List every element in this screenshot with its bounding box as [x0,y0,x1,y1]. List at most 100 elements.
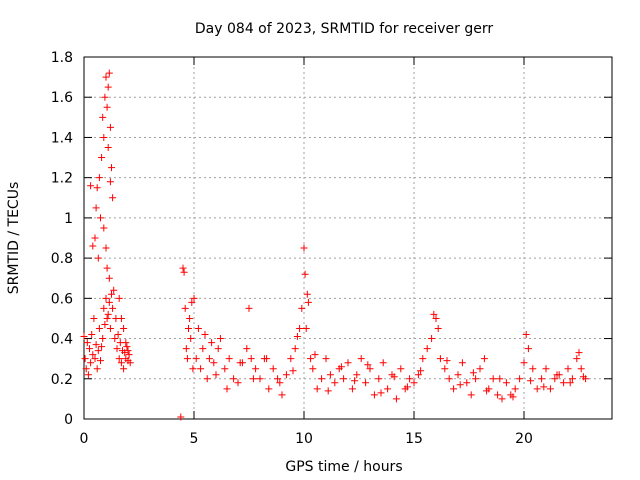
data-point [92,204,100,212]
data-point [104,83,112,91]
data-point [494,391,502,399]
data-point [252,365,260,373]
data-point [467,391,475,399]
data-point [106,325,114,332]
data-point [94,347,102,355]
data-point [307,355,315,363]
data-point [276,379,284,387]
data-point [91,234,99,242]
data-point [337,363,345,371]
data-point [101,93,109,101]
data-point [483,387,491,395]
data-point [199,345,207,353]
data-point [90,314,98,322]
y-tick-label: 0.4 [51,332,73,348]
data-point [509,393,517,401]
data-point [84,371,92,379]
data-point [83,339,91,347]
data-point [553,371,561,379]
data-point [103,103,111,111]
data-point [109,194,117,202]
data-point [397,365,405,373]
data-point [575,349,583,357]
grid-lines [84,57,612,419]
data-point [214,345,222,353]
data-point [293,333,301,341]
y-tick-label: 0.6 [51,291,73,307]
data-point [117,314,125,322]
data-point [100,304,108,312]
data-point [87,359,95,367]
data-point [566,379,574,387]
data-point [103,264,111,272]
data-point [263,355,271,363]
data-point [309,365,317,373]
data-point [102,294,110,302]
data-point [99,335,107,343]
data-point [489,375,497,383]
data-point [126,359,134,367]
data-point [179,264,187,272]
data-point [377,389,385,397]
data-point [511,385,519,393]
data-point [92,341,100,349]
data-point [95,325,103,332]
data-point [197,365,205,373]
data-point [247,355,255,363]
data-point [100,224,108,232]
data-point [105,274,113,282]
data-point [529,365,537,373]
data-point [93,365,101,373]
data-point [188,298,196,306]
data-point [82,365,90,373]
data-point [301,270,309,278]
data-point [542,365,550,373]
data-point [230,375,238,383]
chart-title: Day 084 of 2023, SRMTID for receiver ger… [195,21,493,37]
data-point [109,304,117,312]
data-point [403,383,411,391]
x-tick-label: 0 [80,431,89,447]
data-point [104,144,112,151]
x-tick-label: 10 [295,431,313,447]
data-point [225,355,233,363]
data-point [236,359,244,367]
data-point [205,355,213,363]
data-point [414,371,422,379]
data-point [463,379,471,387]
y-tick-label: 0.2 [51,372,73,388]
x-tick-label: 20 [515,431,533,447]
data-point [189,365,197,373]
data-point [524,345,532,353]
data-point [101,320,109,328]
data-point [348,385,356,393]
data-point [249,375,257,383]
data-point [340,375,348,383]
data-point [186,314,194,322]
data-point [432,314,440,322]
data-point [89,351,97,359]
data-point [282,371,290,379]
data-point [527,377,535,385]
data-point [183,355,191,363]
data-point [410,379,418,387]
data-point [436,355,444,363]
data-point [302,325,310,332]
y-tick-label: 1 [64,211,73,227]
data-point [113,345,121,353]
data-point [194,325,202,332]
tick-labels: 0 0.2 0.4 0.6 0.8 1 1.2 1.4 1.6 1.8 0 5 10 15 20 [51,50,533,447]
data-point [298,304,306,312]
data-point [443,357,451,365]
data-point [100,133,108,141]
data-point [419,355,427,363]
data-point [91,355,99,363]
data-point [516,375,524,383]
data-point [223,385,231,393]
y-tick-label: 0 [64,412,73,428]
data-point [291,345,299,353]
data-point [520,359,528,367]
data-point [185,325,192,332]
